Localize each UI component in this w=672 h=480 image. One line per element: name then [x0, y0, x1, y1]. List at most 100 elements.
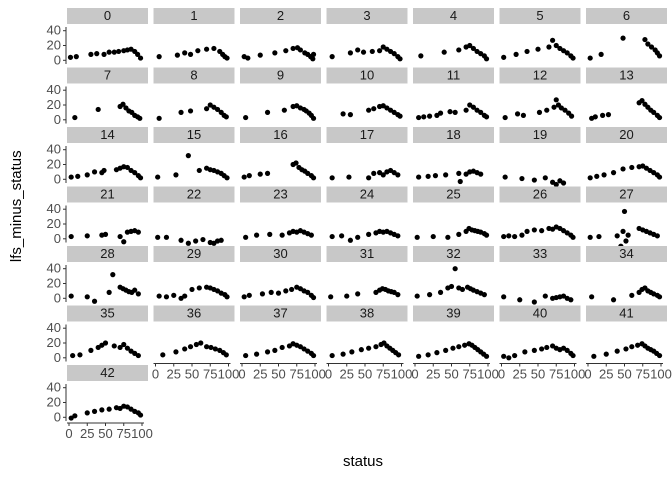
facet-strip	[326, 8, 408, 24]
y-axis-title: lfs_minus_status	[8, 150, 25, 262]
data-point	[160, 352, 166, 358]
data-point	[279, 232, 285, 238]
facet-strip	[499, 8, 581, 24]
data-point	[366, 231, 372, 237]
facet-panel: 40 0 25 50 75 100	[498, 305, 586, 382]
facet-panel: 19	[499, 127, 581, 188]
data-point	[68, 174, 74, 180]
data-point	[397, 113, 403, 119]
data-point	[517, 297, 523, 303]
data-point	[200, 236, 206, 243]
data-point	[211, 45, 217, 52]
data-point	[241, 174, 247, 180]
data-point	[610, 297, 617, 303]
data-point	[349, 349, 355, 355]
facet-label: 37	[273, 306, 287, 321]
data-point	[522, 349, 528, 355]
data-point	[600, 112, 606, 118]
data-point	[535, 46, 541, 52]
data-point	[111, 343, 117, 349]
data-point	[506, 233, 512, 239]
data-point	[623, 346, 629, 352]
data-point	[137, 115, 143, 121]
data-point	[135, 51, 141, 57]
facet-strip	[499, 246, 581, 262]
y-tick-label: 40	[47, 380, 61, 395]
data-point	[605, 112, 612, 118]
y-tick-label: 20	[47, 157, 61, 172]
data-point	[397, 56, 403, 62]
data-point	[264, 349, 271, 355]
facet-panel: 13	[586, 67, 667, 121]
data-point	[483, 353, 490, 359]
data-point	[156, 54, 162, 60]
data-point	[620, 228, 626, 234]
data-point	[656, 174, 663, 180]
data-point	[310, 294, 317, 301]
data-point	[589, 294, 595, 300]
data-point	[395, 292, 401, 298]
data-point	[264, 109, 271, 115]
facet-label: 7	[104, 68, 111, 83]
data-point	[467, 42, 473, 49]
data-point	[564, 347, 570, 353]
data-point	[570, 55, 576, 61]
facet-label: 40	[533, 306, 547, 321]
facet-strip	[240, 305, 321, 322]
data-point	[257, 52, 263, 58]
facet-strip	[240, 127, 321, 143]
data-point	[196, 167, 202, 174]
data-point	[328, 294, 334, 300]
x-tick-label: 100	[564, 367, 586, 382]
data-point	[568, 297, 574, 303]
facet-label: 0	[104, 8, 111, 23]
data-point	[187, 108, 194, 114]
data-point	[182, 346, 188, 352]
data-point	[243, 352, 249, 359]
y-tick-label: 0	[54, 409, 61, 424]
x-tick-label: 75	[290, 367, 304, 382]
facet-label: 39	[446, 306, 460, 321]
facet-strip	[586, 186, 667, 203]
y-tick-label: 20	[47, 276, 61, 291]
data-point	[340, 351, 346, 357]
data-point	[70, 352, 76, 359]
x-tick-label: 75	[203, 367, 217, 382]
facet-panel: 41 0 25 50 75 100	[584, 305, 672, 382]
data-point	[483, 114, 490, 120]
facet-label: 36	[187, 306, 201, 321]
data-point	[596, 233, 602, 240]
data-point	[427, 292, 433, 298]
facet-label: 35	[100, 306, 114, 321]
data-point	[553, 97, 559, 103]
facet-panel: 12	[499, 67, 581, 121]
y-tick-label: 20	[47, 335, 61, 350]
facet-strip	[413, 246, 494, 262]
data-point	[84, 410, 90, 416]
x-tick-label: 50	[98, 426, 112, 441]
data-point	[347, 237, 353, 243]
data-point	[592, 114, 598, 120]
data-point	[531, 177, 537, 183]
data-point	[264, 170, 271, 176]
data-point	[187, 344, 194, 350]
data-point	[598, 51, 604, 57]
facet-label: 21	[100, 187, 114, 202]
data-point	[591, 353, 597, 359]
y-tick-label: 0	[54, 290, 61, 305]
data-point	[193, 238, 199, 244]
data-point	[430, 233, 436, 240]
data-point	[594, 173, 600, 179]
facet-label: 10	[360, 68, 374, 83]
x-tick-label: 50	[358, 367, 372, 382]
x-tick-label: 50	[444, 367, 458, 382]
data-point	[223, 114, 229, 120]
data-point	[116, 48, 122, 55]
facet-label: 11	[447, 68, 461, 83]
facet-strip	[413, 186, 494, 203]
data-point	[156, 115, 162, 121]
facet-panel: 38 0 25 50 75 100	[325, 305, 412, 382]
data-point	[110, 272, 116, 278]
